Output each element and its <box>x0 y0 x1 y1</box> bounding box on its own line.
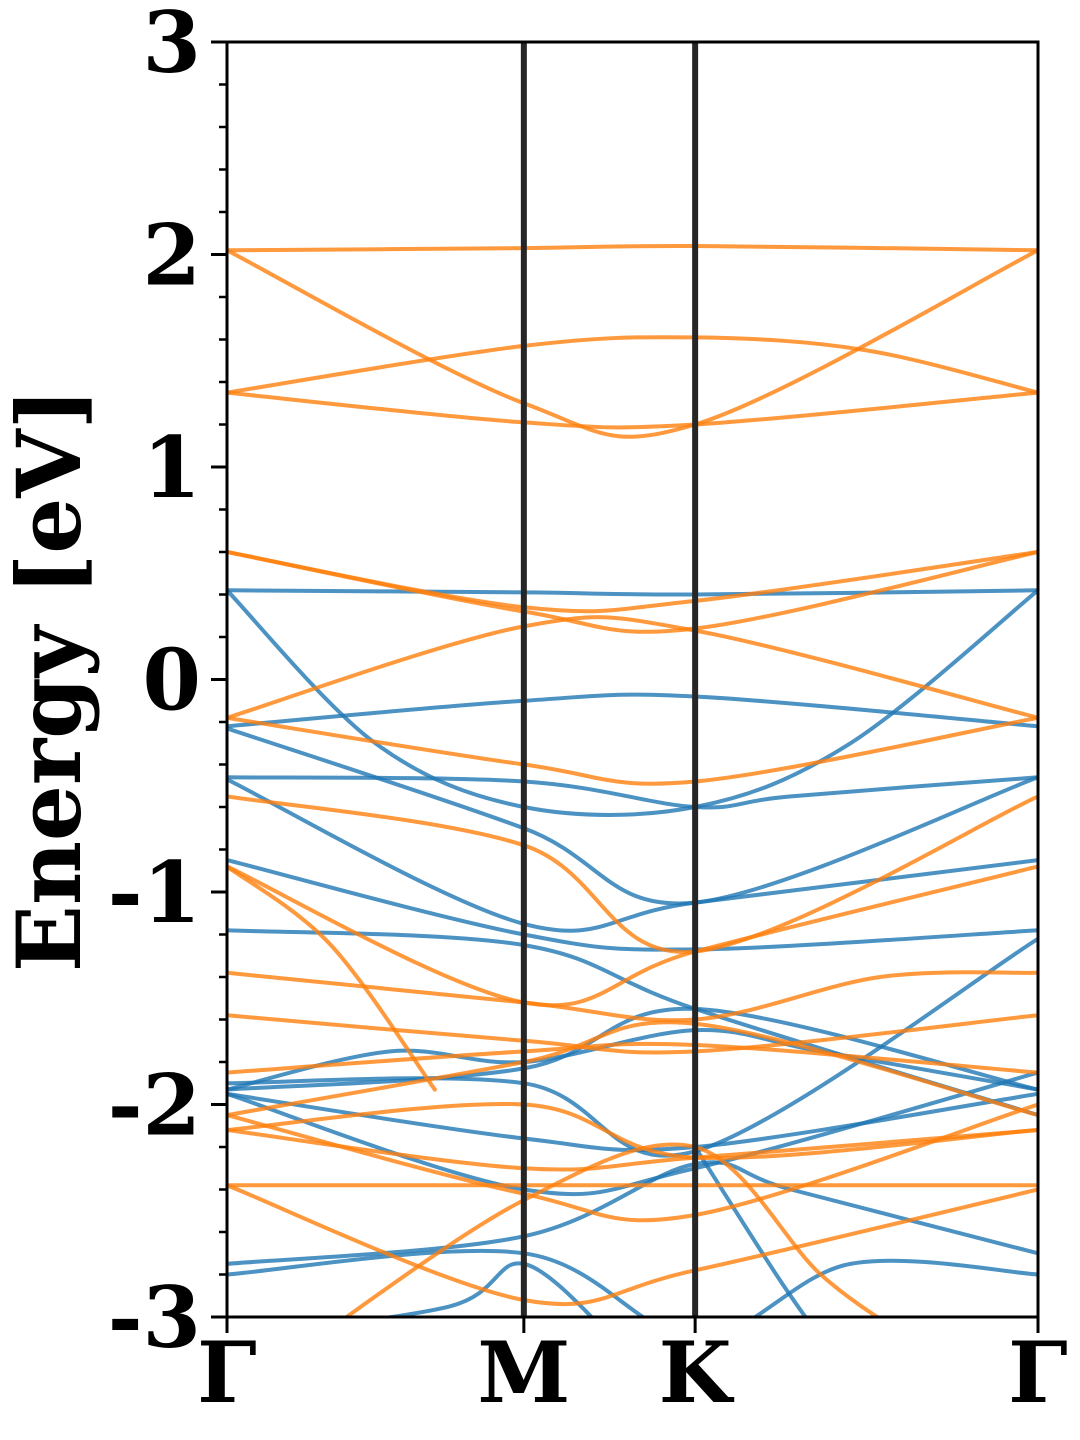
y-tick-label: 3 <box>143 0 201 92</box>
band-line-35 <box>227 1183 1038 1307</box>
x-tick-label: K <box>659 1323 735 1422</box>
y-tick-label: 1 <box>143 418 201 517</box>
band-line-21 <box>227 390 1038 430</box>
band-line-27 <box>227 864 1038 1008</box>
band-line-15 <box>227 1248 1038 1317</box>
x-tick-label: M <box>477 1323 570 1422</box>
band-lines <box>227 243 1038 1317</box>
band-line-36 <box>227 1102 1038 1223</box>
band-line-1 <box>227 588 1038 597</box>
y-tick-label: 2 <box>143 206 201 305</box>
band-line-24 <box>227 615 1038 720</box>
band-line-19 <box>227 248 1038 439</box>
band-line-38 <box>227 864 437 1092</box>
band-line-2 <box>227 692 1038 729</box>
band-line-28 <box>227 970 1038 1023</box>
band-line-7 <box>227 858 1038 952</box>
band-line-29 <box>227 1013 1038 1055</box>
band-line-5 <box>227 726 1038 906</box>
band-line-23 <box>227 550 1038 614</box>
band-line-37 <box>343 1142 881 1317</box>
y-tick-label: 0 <box>143 631 201 730</box>
band-line-4 <box>227 775 1038 810</box>
band-line-31 <box>227 1020 1038 1118</box>
band-line-18 <box>227 243 1038 253</box>
plot-frame <box>225 40 1040 1319</box>
band-line-9 <box>227 1006 1038 1092</box>
band-line-3 <box>227 588 1038 817</box>
y-axis-ticks: 3 2 1 0 -1 -2 -3 <box>108 0 227 1367</box>
band-line-25 <box>227 715 1038 786</box>
y-axis-label: Energy [eV] <box>0 388 101 972</box>
band-line-32 <box>227 1102 1038 1161</box>
band-line-14 <box>227 1160 1038 1266</box>
band-line-11 <box>227 936 1038 1158</box>
band-line-20 <box>227 335 1038 395</box>
band-line-26 <box>227 794 1038 954</box>
high-symmetry-dividers <box>520 42 699 1317</box>
x-tick-label: Γ <box>1008 1323 1068 1422</box>
band-line-30 <box>227 1041 1038 1075</box>
band-line-17 <box>693 1145 808 1317</box>
y-tick-label: -3 <box>108 1268 201 1367</box>
y-tick-label: -1 <box>108 843 201 942</box>
band-line-13 <box>227 1070 1038 1197</box>
band-line-6 <box>227 777 1038 933</box>
y-tick-label: -2 <box>108 1056 201 1155</box>
band-line-16 <box>377 1261 595 1317</box>
x-tick-label: Γ <box>197 1323 257 1422</box>
